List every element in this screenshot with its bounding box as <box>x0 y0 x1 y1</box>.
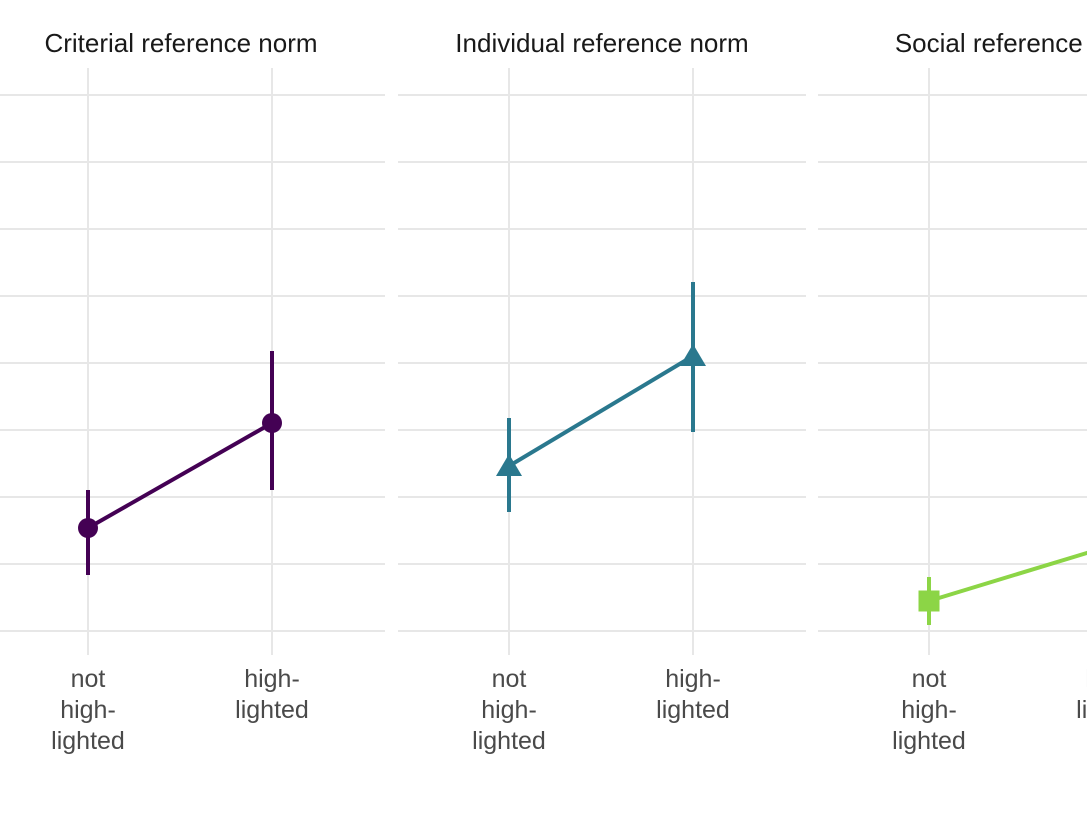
x-tick-label: not high-lighted <box>51 665 125 755</box>
triangle-marker <box>496 454 522 476</box>
x-tick-label: not high-lighted <box>892 665 966 755</box>
series-line <box>928 550 1087 603</box>
circle-marker <box>262 413 282 433</box>
x-tick-label: not high-lighted <box>472 665 546 755</box>
facet-title-criterial: Criterial reference norm <box>44 28 318 58</box>
facet-title-social: Social reference norm <box>894 28 1087 58</box>
facet-panel-social <box>818 68 1087 655</box>
facet-panel-criterial <box>0 68 385 655</box>
square-marker <box>918 590 940 612</box>
x-tick-label: high-lighted <box>656 665 730 724</box>
x-tick-label: high-lighted <box>235 665 309 724</box>
x-tick-label: high-lighted <box>1076 665 1087 724</box>
triangle-marker <box>680 344 706 366</box>
facet-panel-individual <box>398 68 806 655</box>
facet-title-individual: Individual reference norm <box>455 28 749 58</box>
circle-marker <box>78 518 98 538</box>
series-line <box>507 354 695 468</box>
series-line <box>87 421 273 530</box>
